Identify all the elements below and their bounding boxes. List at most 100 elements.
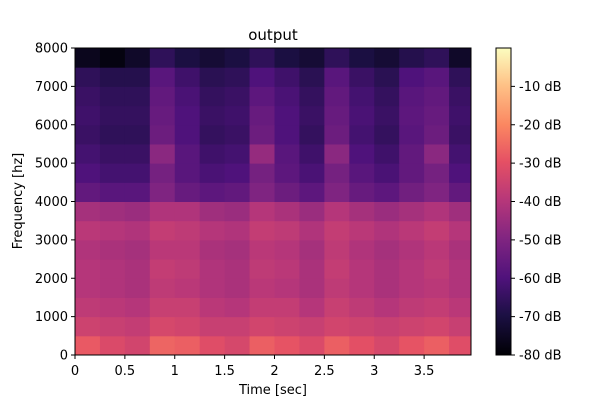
heatmap-cell [349,163,375,183]
heatmap-cell [274,316,300,337]
heatmap-cell [224,297,251,318]
heatmap-cell [449,316,471,337]
y-tick-label: 5000 [35,157,68,172]
heatmap-cell [75,182,101,202]
heatmap-cell [99,105,126,126]
heatmap-cell [449,239,471,260]
heatmap-cell [199,220,226,241]
heatmap-cell [149,48,176,68]
heatmap-cell [324,67,350,87]
heatmap-cell [124,316,151,337]
heatmap-cell [249,182,275,202]
y-tick-label: 2000 [35,272,68,287]
heatmap-cell [299,297,325,318]
heatmap-cell [424,143,450,164]
heatmap-cell [299,316,325,337]
heatmap-cell [249,335,275,355]
heatmap-cell [224,278,251,298]
heatmap-cell [199,143,226,164]
heatmap-cell [75,239,101,260]
heatmap-cell [374,124,400,145]
heatmap-cell [124,86,151,107]
heatmap-cell [374,67,400,87]
heatmap-cell [299,124,325,145]
heatmap-cell [274,297,300,318]
heatmap-cell [75,335,101,355]
colorbar-tick-label: -80 dB [519,349,562,364]
heatmap-cell [149,163,176,183]
heatmap-cell [224,220,251,241]
heatmap-cell [274,335,300,355]
heatmap-cell [199,163,226,183]
heatmap-cell [174,335,201,355]
heatmap-cell [224,48,251,68]
heatmap-cell [149,316,176,337]
heatmap-cell [199,297,226,318]
heatmap-cell [274,67,300,87]
heatmap-cell [374,220,400,241]
heatmap-cell [274,143,300,164]
heatmap-cell [174,143,201,164]
heatmap-cell [149,86,176,107]
heatmap-cell [99,143,126,164]
colorbar [496,48,511,355]
heatmap-cell [199,182,226,202]
heatmap-cell [324,239,350,260]
heatmap-cell [199,316,226,337]
heatmap-cell [349,86,375,107]
heatmap-cell [349,48,375,68]
heatmap-cell [299,163,325,183]
heatmap-cell [174,105,201,126]
heatmap-cell [349,278,375,298]
heatmap-cell [174,297,201,318]
heatmap-cell [324,259,350,279]
heatmap-cell [99,239,126,260]
heatmap-cell [399,86,425,107]
x-tick-label: 1.5 [214,364,235,379]
heatmap-cell [424,182,450,202]
heatmap-cell [449,143,471,164]
heatmap-cell [374,297,400,318]
heatmap-cell [349,201,375,222]
heatmap-cell [199,48,226,68]
heatmap-cell [174,316,201,337]
heatmap-cell [199,278,226,298]
heatmap-cell [399,163,425,183]
heatmap-cell [424,86,450,107]
heatmap-cell [299,182,325,202]
heatmap-cell [449,182,471,202]
heatmap-cell [224,105,251,126]
heatmap-cell [75,86,101,107]
heatmap-cell [324,105,350,126]
heatmap-cell [224,259,251,279]
heatmap-cell [174,124,201,145]
y-tick-label: 3000 [35,233,68,248]
heatmap-cell [224,86,251,107]
heatmap-cell [299,220,325,241]
heatmap-cell [349,143,375,164]
heatmap-cell [124,124,151,145]
heatmap-cell [75,297,101,318]
colorbar-tick-label: -30 dB [519,157,562,172]
y-axis-label: Frequency [hz] [11,153,26,250]
heatmap-cell [149,143,176,164]
heatmap-cell [124,48,151,68]
heatmap-cell [174,182,201,202]
heatmap-cell [424,335,450,355]
heatmap-cell [274,124,300,145]
x-tick-label: 0 [71,364,79,379]
heatmap-cell [299,48,325,68]
heatmap-cell [424,67,450,87]
heatmap-cell [274,48,300,68]
heatmap-cell [299,67,325,87]
heatmap-cell [374,335,400,355]
heatmap-cell [324,335,350,355]
heatmap-cell [449,48,471,68]
y-tick-label: 4000 [35,195,68,210]
colorbar-tick-label: -70 dB [519,310,562,325]
heatmap-cell [124,335,151,355]
heatmap-cell [424,105,450,126]
heatmap-cell [224,316,251,337]
heatmap-cell [374,163,400,183]
colorbar-tick-label: -20 dB [519,118,562,133]
